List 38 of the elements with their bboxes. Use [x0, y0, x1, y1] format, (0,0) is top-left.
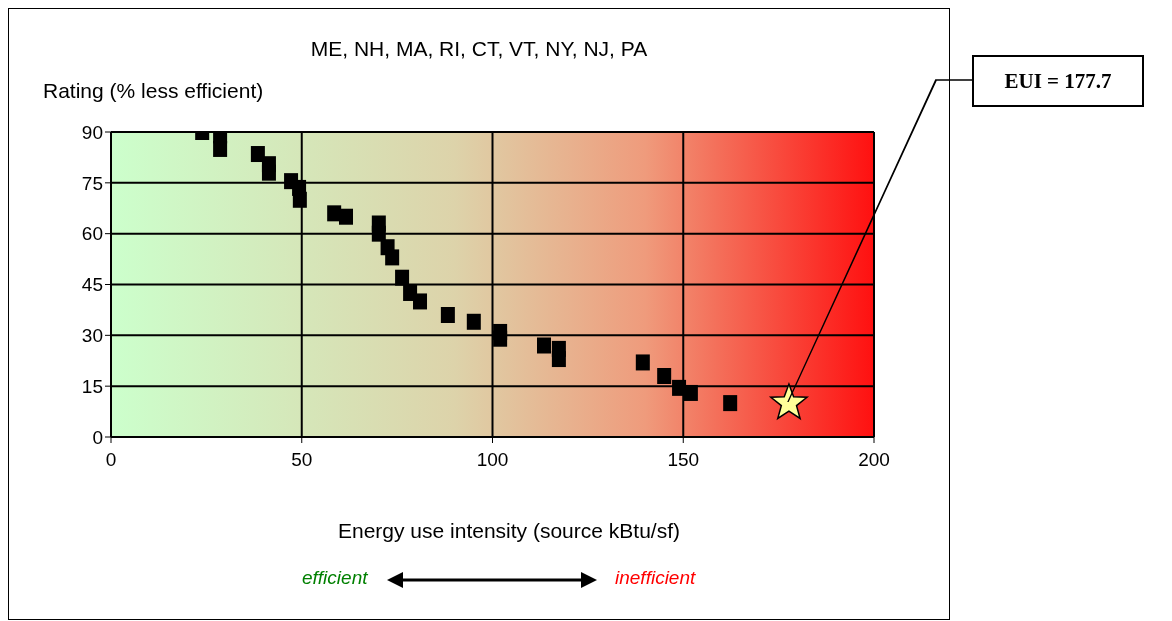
y-axis-title: Rating (% less efficient): [43, 79, 264, 103]
point: [551, 351, 566, 368]
point: [292, 191, 307, 208]
point: [250, 146, 265, 163]
x-tick-label: 0: [105, 449, 117, 471]
point: [537, 337, 551, 354]
point: [213, 140, 228, 157]
point: [466, 313, 481, 330]
x-axis-title: Energy use intensity (source kBtu/sf): [337, 519, 681, 543]
x-tick-label: 50: [291, 449, 313, 471]
x-tick-label: 200: [858, 449, 890, 471]
y-tick-label: 0: [92, 426, 103, 448]
point: [723, 395, 738, 412]
point: [493, 330, 508, 347]
point: [385, 249, 400, 266]
text: efficient: [302, 567, 368, 589]
point: [657, 368, 672, 384]
point: [371, 225, 386, 242]
point: [261, 164, 276, 181]
text: EUI = 177.7: [1004, 69, 1112, 93]
text: inefficient: [615, 567, 696, 589]
chart-title: ME, NH, MA, RI, CT, VT, NY, NJ, PA: [309, 37, 649, 61]
x-tick-label: 100: [476, 449, 509, 471]
y-tick-label: 75: [81, 172, 103, 194]
point: [440, 307, 455, 323]
point: [635, 354, 650, 371]
point: [339, 208, 353, 225]
y-tick-label: 60: [81, 223, 103, 245]
point: [413, 293, 428, 310]
y-tick-label: 45: [81, 274, 103, 296]
y-tick-label: 15: [81, 375, 103, 397]
point: [395, 269, 410, 286]
y-tick-label: 30: [81, 325, 103, 347]
y-tick-label: 90: [81, 121, 103, 143]
x-tick-label: 150: [667, 449, 700, 471]
point: [770, 383, 808, 420]
point: [672, 379, 687, 396]
point: [683, 384, 698, 401]
